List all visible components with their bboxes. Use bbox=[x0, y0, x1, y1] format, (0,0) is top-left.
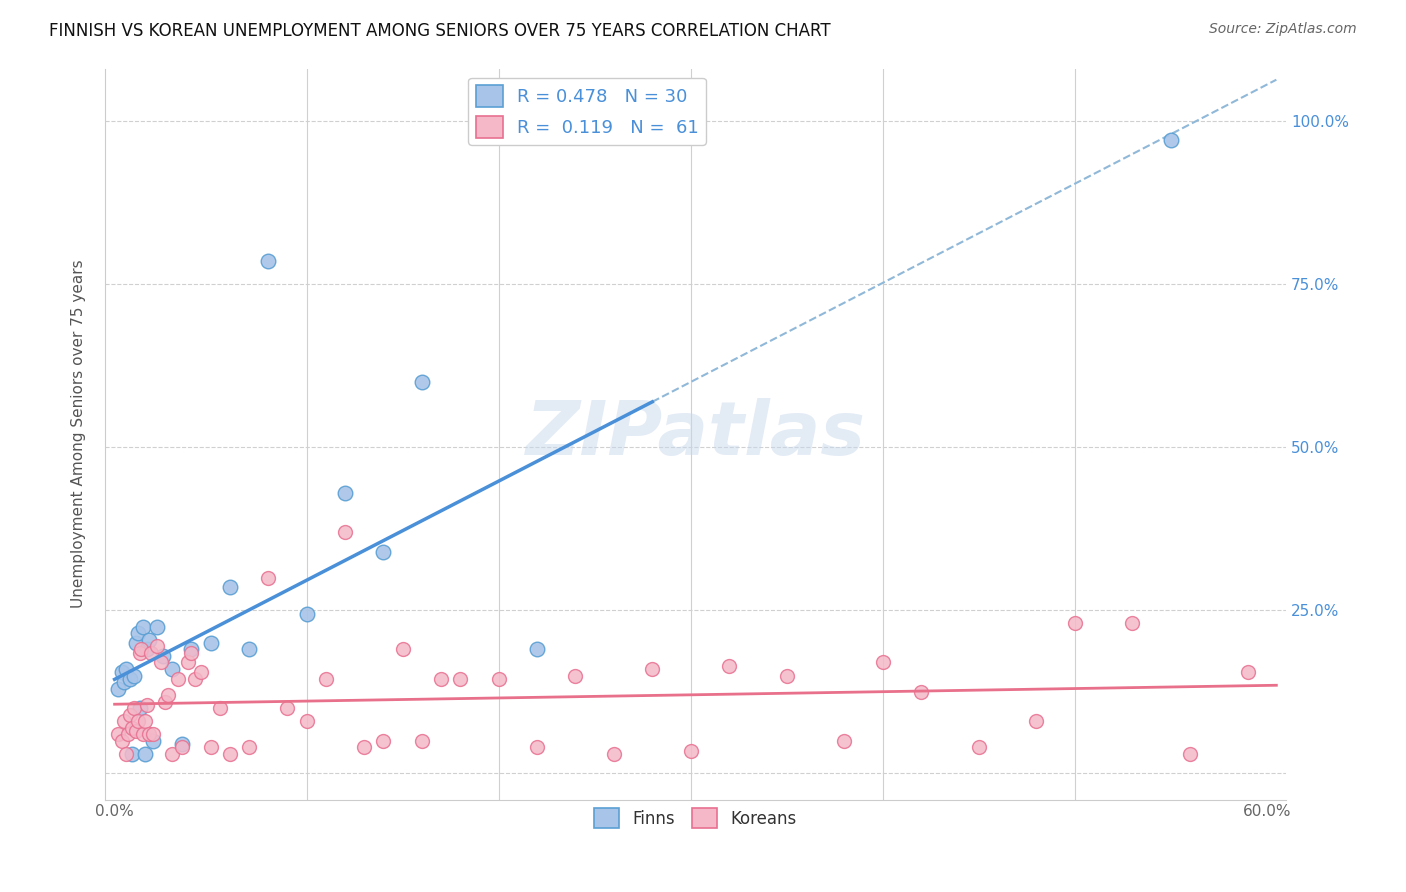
Point bbox=[200, 636, 222, 650]
Point bbox=[146, 639, 169, 653]
Point bbox=[131, 642, 153, 657]
Point bbox=[142, 727, 165, 741]
Point bbox=[180, 642, 202, 657]
Text: Source: ZipAtlas.com: Source: ZipAtlas.com bbox=[1209, 22, 1357, 37]
Point bbox=[111, 665, 134, 680]
Point bbox=[564, 668, 586, 682]
Point bbox=[391, 642, 413, 657]
Point bbox=[373, 733, 395, 747]
Point bbox=[872, 656, 894, 670]
Point bbox=[122, 668, 145, 682]
Point bbox=[115, 747, 138, 761]
Point bbox=[718, 658, 741, 673]
Point bbox=[218, 581, 240, 595]
Point bbox=[127, 626, 149, 640]
Point bbox=[121, 747, 143, 761]
Point bbox=[138, 727, 160, 741]
Point bbox=[128, 646, 150, 660]
Point bbox=[1063, 616, 1085, 631]
Point bbox=[136, 698, 159, 712]
Point bbox=[139, 646, 162, 660]
Point bbox=[411, 733, 433, 747]
Point bbox=[257, 571, 280, 585]
Point bbox=[167, 672, 190, 686]
Point bbox=[333, 485, 356, 500]
Point bbox=[218, 747, 240, 761]
Point bbox=[149, 656, 172, 670]
Point bbox=[115, 662, 138, 676]
Point bbox=[832, 733, 855, 747]
Point bbox=[200, 740, 222, 755]
Point bbox=[238, 740, 260, 755]
Point bbox=[967, 740, 990, 755]
Point bbox=[295, 607, 318, 621]
Point bbox=[1025, 714, 1047, 729]
Point bbox=[118, 707, 141, 722]
Point bbox=[170, 737, 193, 751]
Point bbox=[142, 733, 165, 747]
Point bbox=[107, 727, 129, 741]
Point bbox=[257, 254, 280, 268]
Point bbox=[136, 642, 159, 657]
Y-axis label: Unemployment Among Seniors over 75 years: Unemployment Among Seniors over 75 years bbox=[72, 260, 86, 608]
Point bbox=[276, 701, 298, 715]
Point bbox=[132, 619, 155, 633]
Point bbox=[125, 636, 148, 650]
Point bbox=[176, 656, 198, 670]
Point bbox=[449, 672, 471, 686]
Point bbox=[209, 701, 232, 715]
Point bbox=[679, 743, 702, 757]
Point bbox=[107, 681, 129, 696]
Point bbox=[134, 714, 156, 729]
Point bbox=[118, 672, 141, 686]
Point bbox=[526, 642, 548, 657]
Point bbox=[238, 642, 260, 657]
Point bbox=[333, 524, 356, 539]
Point bbox=[430, 672, 453, 686]
Text: ZIPatlas: ZIPatlas bbox=[526, 398, 866, 470]
Point bbox=[160, 747, 183, 761]
Point bbox=[776, 668, 799, 682]
Point bbox=[134, 747, 156, 761]
Point bbox=[488, 672, 510, 686]
Point bbox=[128, 701, 150, 715]
Point bbox=[152, 648, 174, 663]
Point bbox=[111, 733, 134, 747]
Point bbox=[160, 662, 183, 676]
Point bbox=[641, 662, 664, 676]
Point bbox=[1121, 616, 1143, 631]
Text: FINNISH VS KOREAN UNEMPLOYMENT AMONG SENIORS OVER 75 YEARS CORRELATION CHART: FINNISH VS KOREAN UNEMPLOYMENT AMONG SEN… bbox=[49, 22, 831, 40]
Point bbox=[122, 701, 145, 715]
Point bbox=[190, 665, 212, 680]
Point bbox=[353, 740, 375, 755]
Point bbox=[184, 672, 207, 686]
Point bbox=[603, 747, 626, 761]
Point bbox=[146, 619, 169, 633]
Point bbox=[153, 695, 176, 709]
Point bbox=[910, 685, 932, 699]
Point bbox=[125, 723, 148, 738]
Point bbox=[112, 714, 135, 729]
Point bbox=[180, 646, 202, 660]
Point bbox=[138, 632, 160, 647]
Point bbox=[112, 675, 135, 690]
Legend: Finns, Koreans: Finns, Koreans bbox=[588, 801, 803, 835]
Point bbox=[373, 544, 395, 558]
Point bbox=[117, 727, 139, 741]
Point bbox=[315, 672, 337, 686]
Point bbox=[127, 714, 149, 729]
Point bbox=[132, 727, 155, 741]
Point bbox=[1178, 747, 1201, 761]
Point bbox=[121, 721, 143, 735]
Point bbox=[411, 375, 433, 389]
Point bbox=[526, 740, 548, 755]
Point bbox=[1236, 665, 1258, 680]
Point bbox=[170, 740, 193, 755]
Point bbox=[295, 714, 318, 729]
Point bbox=[1160, 133, 1182, 147]
Point bbox=[157, 688, 180, 702]
